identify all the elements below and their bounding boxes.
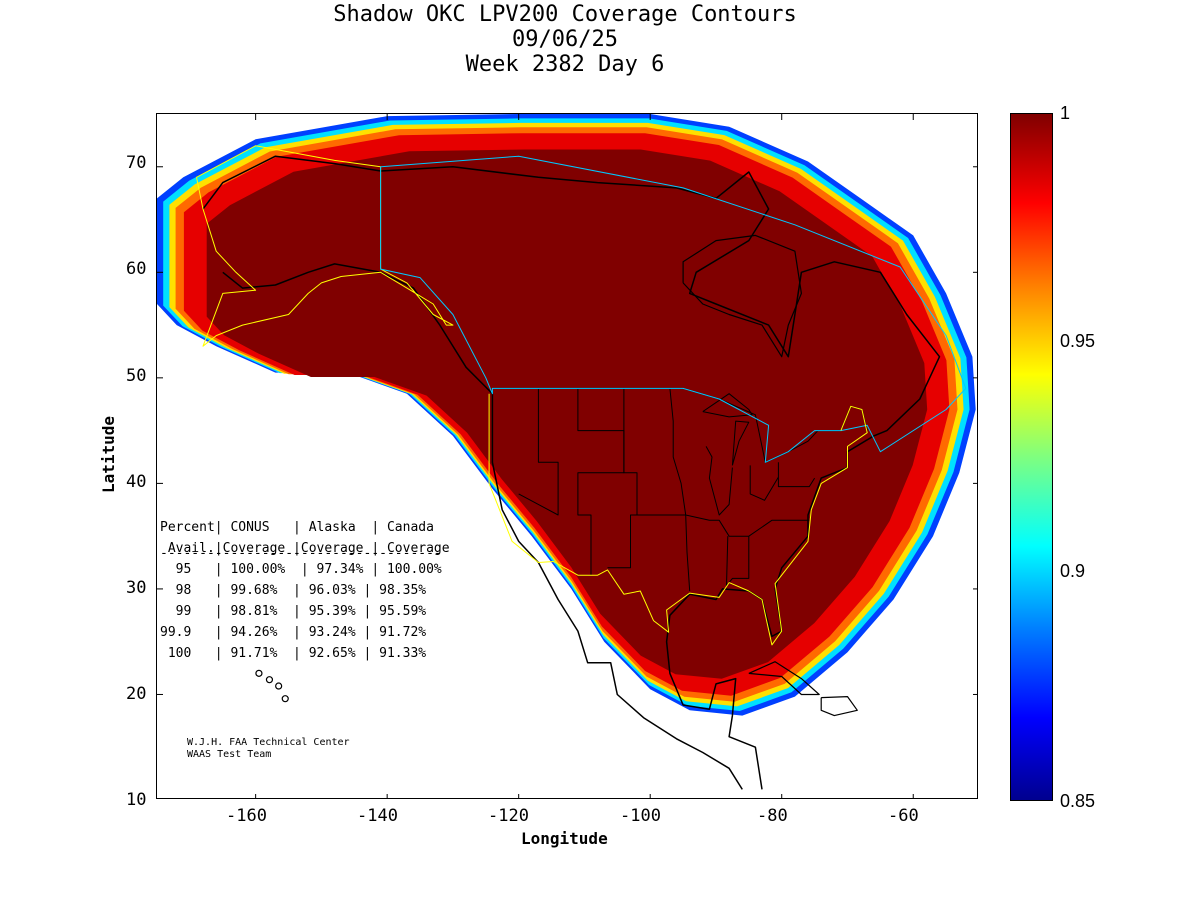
island-cuba [748,661,820,696]
island-hawaii [275,682,283,690]
colorbar-label-09: 0.9 [1060,561,1086,581]
chart-title-line3: Week 2382 Day 6 [465,52,665,77]
state-boundary-9 [749,465,779,501]
coastline-east [202,155,941,790]
state-boundary-1 [518,388,559,516]
y-axis-title: Latitude [99,415,119,494]
colorbar-label-095: 0.95 [1060,331,1096,351]
colorbar [1010,113,1053,801]
chart-title-line2: 09/06/25 [512,27,618,52]
coverage-map [156,113,978,799]
x-tick-minus60: -60 [888,806,919,826]
y-tick-10: 10 [126,790,147,810]
state-boundary-6 [705,446,733,516]
coastline-west [222,263,743,790]
stats-header-row2: Avail.|Coverage |Coverage | Coverage [160,541,450,556]
x-tick-minus80: -80 [757,806,788,826]
state-boundary-4 [669,388,691,592]
x-tick-minus160: -160 [226,806,267,826]
y-tick-40: 40 [126,472,147,492]
hudson-bay [682,234,803,358]
conus-boundary [488,393,868,646]
x-tick-minus140: -140 [357,806,398,826]
island-hawaii [281,695,289,703]
stats-row: 100 | 91.71% | 92.65% | 91.33% [160,646,427,661]
stats-row: 98 | 99.68% | 96.03% | 98.35% [160,583,427,598]
state-boundary-2 [577,388,625,576]
stats-row: 95 | 100.00% | 97.34% | 100.00% [160,562,442,577]
island-hawaii [265,676,274,684]
stats-row: 99.9 | 94.26% | 93.24% | 91.72% [160,625,427,640]
y-tick-70: 70 [126,153,147,173]
lake-michigan [731,420,750,466]
colorbar-label-085: 0.85 [1060,791,1096,811]
island-hispaniola [820,695,858,717]
lake-superior [702,393,753,418]
credit-line1: W.J.H. FAA Technical Center [187,737,350,748]
x-tick-minus100: -100 [620,806,661,826]
y-tick-20: 20 [126,684,147,704]
state-boundary-5 [637,514,810,537]
canada-boundary [380,155,967,463]
state-boundary-7 [726,536,750,587]
x-tick-minus120: -120 [488,806,529,826]
colorbar-label-1: 1 [1060,103,1071,123]
coverage-stats-table: Percent| CONUS | Alaska | Canada Avail.|… [160,517,450,664]
coverage-band-core [206,149,928,679]
coverage-map-svg [157,114,977,798]
credit-line2: WAAS Test Team [187,749,272,760]
y-tick-50: 50 [126,366,147,386]
chart-title-line1: Shadow OKC LPV200 Coverage Contours [333,2,797,27]
y-tick-60: 60 [126,259,147,279]
y-tick-30: 30 [126,578,147,598]
x-axis-title: Longitude [521,829,608,848]
stats-header-row1: Percent| CONUS | Alaska | Canada [160,520,434,535]
stats-row: 99 | 98.81% | 95.39% | 95.59% [160,604,427,619]
stats-separator: ------------------------------------ [160,546,442,561]
island-hawaii [255,669,263,677]
state-boundary-8 [777,462,816,488]
